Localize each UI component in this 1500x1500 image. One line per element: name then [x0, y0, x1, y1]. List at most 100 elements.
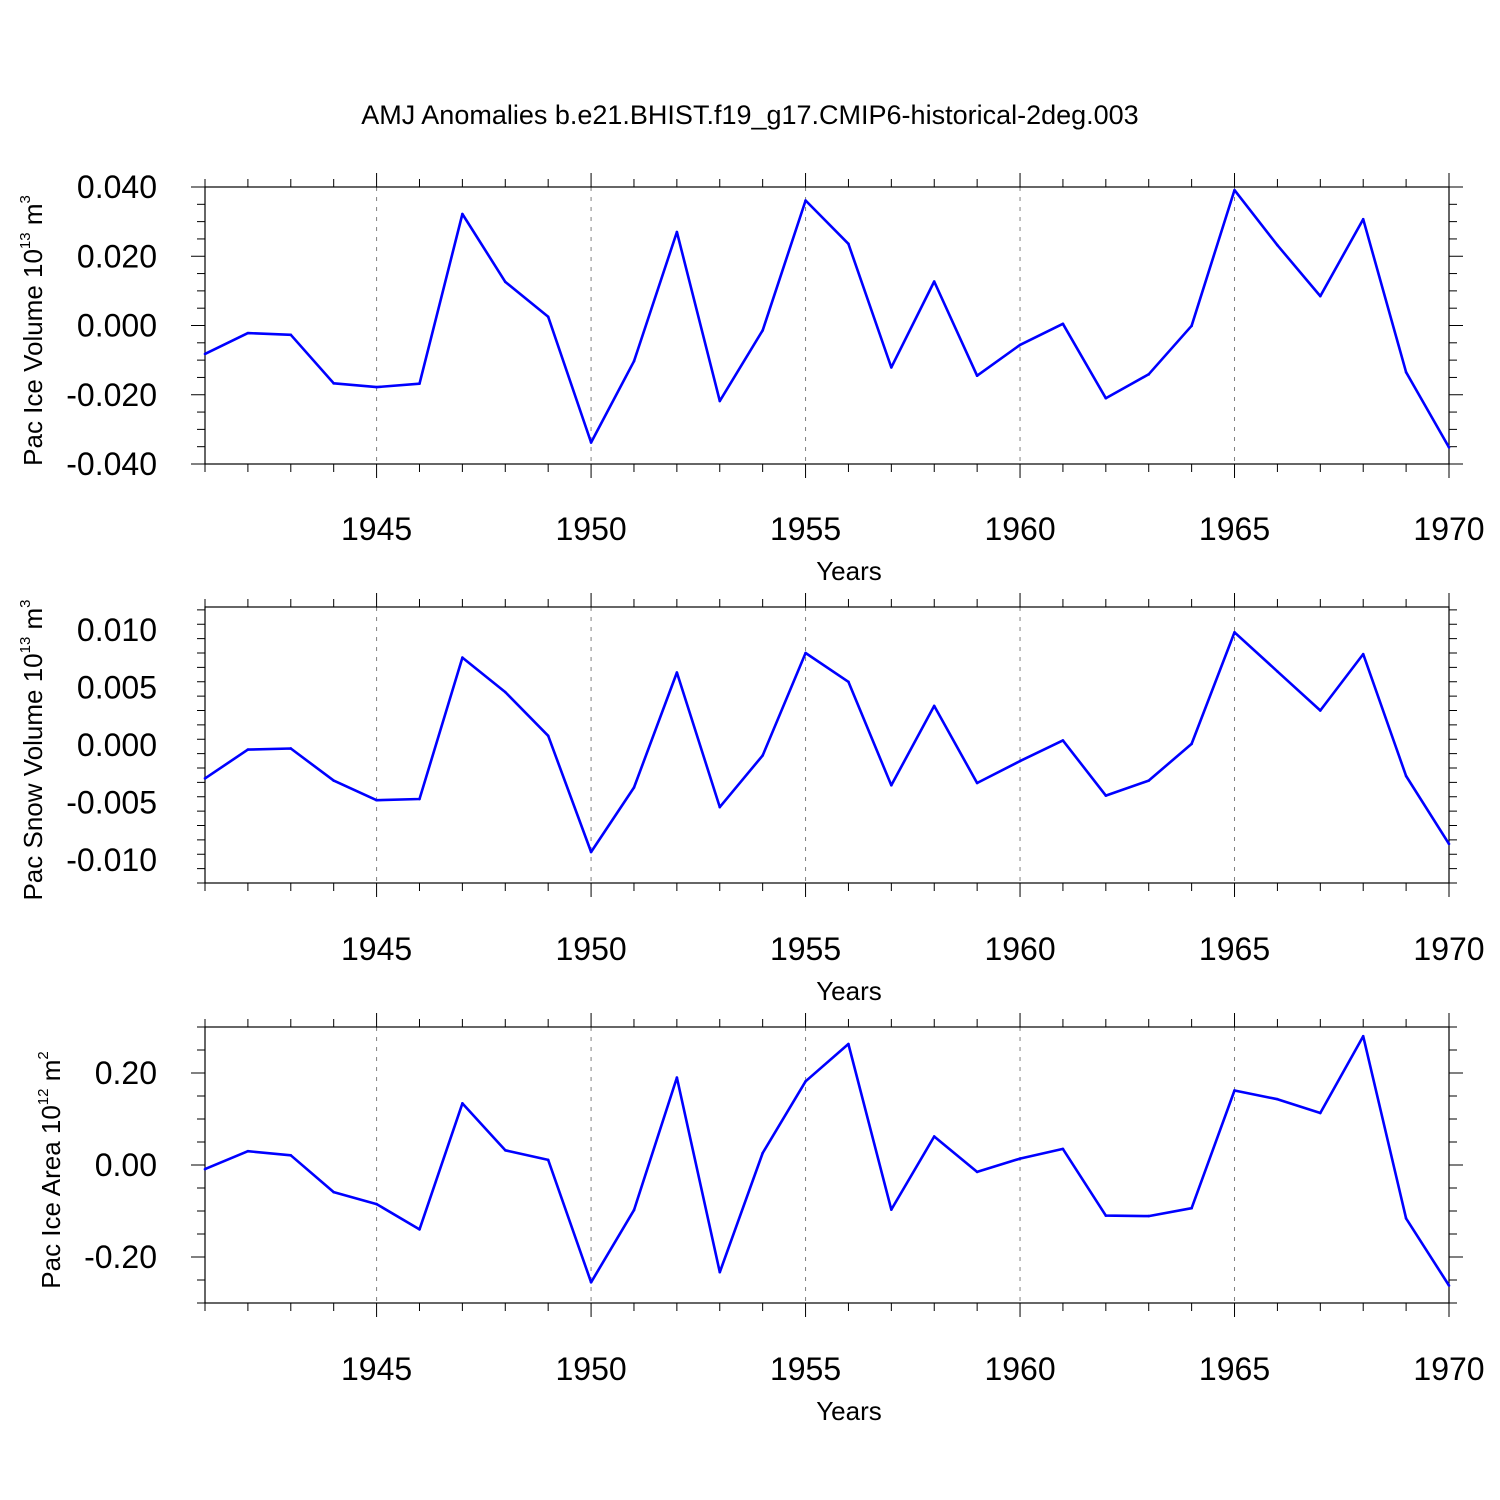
data-point [1361, 217, 1365, 221]
data-point [804, 1079, 807, 1083]
data-point [1061, 739, 1065, 742]
y-tick-label: 0.010 [77, 612, 157, 648]
data-point [675, 230, 679, 234]
data-point [546, 734, 550, 738]
data-point [1233, 1089, 1236, 1092]
y-tick-label: 0.020 [77, 238, 157, 274]
x-tick-label: 1955 [770, 511, 841, 547]
x-tick-label: 1945 [341, 1351, 412, 1387]
data-point [1190, 1206, 1193, 1210]
data-point [1104, 396, 1108, 400]
data-point [461, 656, 464, 659]
x-tick-label: 1950 [555, 511, 626, 547]
plot-frame [204, 1026, 1450, 1304]
data-point [1404, 370, 1408, 374]
data-point [761, 754, 764, 757]
data-point [1018, 1157, 1022, 1160]
chart-panel-3: 1945 1950 1955 1960 1965 1970 0.20 0.00 -0.20 Yea… [35, 1013, 1485, 1426]
data-point [804, 651, 807, 655]
y-tick-label: 0.000 [77, 308, 157, 344]
chart-title: AMJ Anomalies b.e21.BHIST.f19_g17.CMIP6-… [361, 100, 1138, 130]
x-tick-label: 1945 [341, 931, 412, 967]
chart-panel-1: 1945 1950 1955 1960 1965 1970 0.040 0.020 0.000 -… [17, 169, 1485, 586]
data-point [975, 374, 979, 378]
data-point [332, 779, 335, 782]
data-point [718, 1270, 722, 1274]
y-tick-label: -0.005 [66, 785, 157, 821]
data-point [1233, 631, 1236, 634]
data-point [932, 704, 936, 708]
data-point [890, 1208, 893, 1211]
data-point [632, 786, 636, 789]
data-point [418, 797, 421, 801]
x-tick-label: 1970 [1413, 931, 1484, 967]
data-point [1104, 1214, 1108, 1217]
data-point [1361, 652, 1365, 656]
data-point [1190, 324, 1193, 328]
data-point [975, 1170, 979, 1174]
data-point [761, 329, 764, 332]
y-tick-label: -0.040 [66, 446, 157, 482]
data-point [847, 242, 850, 246]
series-line [204, 1034, 1451, 1287]
x-tick-label: 1965 [1199, 931, 1270, 967]
x-axis-label: Years [816, 556, 882, 586]
data-point [1276, 243, 1279, 247]
data-point [1361, 1034, 1365, 1038]
data-point [1404, 1217, 1408, 1220]
plot-frame [204, 186, 1450, 465]
y-tick-label: -0.20 [84, 1239, 157, 1275]
data-point [847, 680, 850, 684]
data-point [1147, 373, 1151, 376]
series-line [204, 188, 1451, 449]
data-point [418, 382, 421, 385]
data-point [461, 212, 464, 216]
data-point [1233, 188, 1236, 192]
data-point [589, 1281, 593, 1284]
data-point [418, 1228, 421, 1231]
data-point [1104, 794, 1108, 797]
data-point [1447, 1284, 1451, 1287]
data-point [1147, 1214, 1151, 1218]
data-point [375, 1202, 378, 1206]
x-tick-label: 1955 [770, 1351, 841, 1387]
y-tick-label: 0.005 [77, 670, 157, 706]
y-tick-label: 0.20 [95, 1055, 157, 1091]
x-axis-label: Years [816, 1396, 882, 1426]
data-point [675, 1076, 679, 1079]
data-point [203, 352, 207, 356]
x-tick-label: 1970 [1413, 1351, 1484, 1387]
y-tick-label: 0.000 [77, 727, 157, 763]
data-point [246, 1149, 250, 1153]
data-point [632, 359, 636, 363]
data-point [761, 1151, 764, 1155]
data-point [1447, 446, 1451, 449]
x-tick-label: 1945 [341, 511, 412, 547]
data-point [890, 366, 893, 369]
chart-panel-2: 1945 1950 1955 1960 1965 1970 0.010 0.005 0.000 -… [17, 593, 1485, 1006]
data-point [589, 850, 593, 854]
data-point [1447, 842, 1451, 846]
x-tick-label: 1950 [555, 931, 626, 967]
x-axis-label: Years [816, 976, 882, 1006]
data-point [1061, 1147, 1065, 1151]
data-point [375, 798, 378, 802]
data-point [546, 1158, 550, 1162]
data-point [1018, 343, 1022, 347]
data-point [203, 1167, 207, 1171]
data-point [375, 385, 378, 389]
data-point [246, 748, 250, 751]
data-point [932, 1135, 936, 1138]
data-point [1190, 742, 1193, 746]
data-point [1147, 779, 1151, 782]
data-point [289, 1154, 293, 1157]
data-point [332, 382, 335, 385]
data-point [332, 1190, 335, 1194]
data-point [289, 333, 293, 337]
data-point [203, 777, 207, 780]
data-point [1319, 294, 1322, 298]
y-tick-label: -0.020 [66, 377, 157, 413]
y-tick-label: -0.010 [66, 842, 157, 878]
data-point [503, 690, 507, 694]
data-point [1404, 774, 1408, 778]
